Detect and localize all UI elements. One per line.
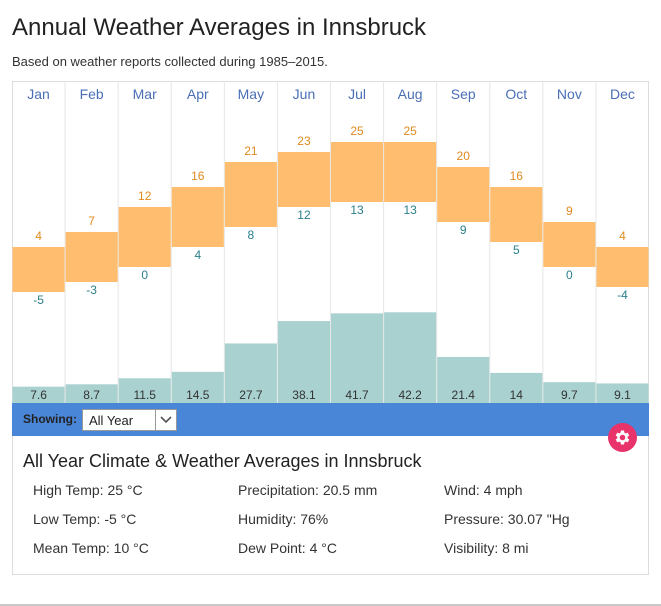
high-temp-label: 21 (244, 144, 258, 158)
precip-bar (224, 343, 277, 403)
low-temp-label: -4 (617, 288, 628, 302)
precip-label: 8.7 (83, 388, 100, 402)
temp-range-bar (224, 162, 277, 227)
stat-mean-temp: Mean Temp: 10 °C (33, 540, 149, 556)
month-label: Sep (451, 86, 476, 102)
month-label: Aug (398, 86, 423, 102)
period-select-value: All Year (89, 413, 134, 428)
precip-bar (65, 384, 118, 403)
details-title: All Year Climate & Weather Averages in I… (23, 451, 422, 471)
precip-bar (596, 383, 649, 403)
high-temp-label: 4 (619, 229, 626, 243)
temp-range-bar (384, 142, 437, 202)
temp-range-bar (65, 232, 118, 282)
low-temp-label: 13 (350, 203, 364, 217)
precip-bar (12, 386, 65, 403)
precip-bar (543, 382, 596, 403)
high-temp-label: 7 (88, 214, 95, 228)
low-temp-label: 12 (297, 208, 311, 222)
month-label: Oct (505, 86, 527, 102)
month-label: Jan (27, 86, 50, 102)
gear-icon[interactable] (608, 423, 637, 452)
precip-label: 42.2 (398, 388, 422, 402)
stat-humidity: Humidity: 76% (238, 511, 329, 527)
precip-label: 14.5 (186, 388, 210, 402)
bottom-divider (0, 604, 661, 606)
precip-label: 7.6 (30, 388, 47, 402)
stat-wind: Wind: 4 mph (444, 482, 523, 498)
temp-range-bar (12, 247, 65, 292)
low-temp-label: 0 (566, 268, 573, 282)
high-temp-label: 12 (138, 189, 152, 203)
stat-pressure: Pressure: 30.07 "Hg (444, 511, 570, 527)
high-temp-label: 9 (566, 204, 573, 218)
precip-bar (490, 372, 543, 403)
period-select[interactable]: All Year (82, 409, 177, 431)
temp-range-bar (171, 187, 224, 247)
high-temp-label: 23 (297, 134, 311, 148)
stat-dew-point: Dew Point: 4 °C (238, 540, 337, 556)
precip-label: 9.7 (561, 388, 578, 402)
high-temp-label: 25 (403, 124, 417, 138)
precip-label: 38.1 (292, 388, 316, 402)
stat-high-temp: High Temp: 25 °C (33, 482, 143, 498)
low-temp-label: 4 (194, 248, 201, 262)
precip-label: 9.1 (614, 388, 631, 402)
month-label: Jun (293, 86, 316, 102)
precip-bar (171, 371, 224, 403)
high-temp-label: 4 (35, 229, 42, 243)
precip-label: 14 (510, 388, 524, 402)
low-temp-label: -3 (86, 283, 97, 297)
month-label: Apr (187, 86, 209, 102)
precip-bar (384, 312, 437, 403)
precip-label: 27.7 (239, 388, 263, 402)
precip-label: 21.4 (452, 388, 476, 402)
precip-bar (437, 356, 490, 403)
month-label: Feb (80, 86, 104, 102)
temp-range-bar (277, 152, 330, 207)
low-temp-label: 8 (248, 228, 255, 242)
filter-bar: Showing: All Year (12, 403, 649, 436)
showing-label: Showing: (23, 412, 77, 426)
high-temp-label: 16 (510, 169, 524, 183)
chevron-down-icon[interactable] (155, 410, 176, 430)
weather-chart: Jan 4 -5 7.6 Feb 7 -3 8.7 Mar 12 0 11.5 Apr 16 4 14.5 Ma… (12, 81, 649, 403)
low-temp-label: -5 (33, 293, 44, 307)
temp-range-bar (331, 142, 384, 202)
page-title: Annual Weather Averages in Innsbruck (12, 14, 427, 41)
stat-low-temp: Low Temp: -5 °C (33, 511, 137, 527)
precip-bar (331, 313, 384, 403)
month-label: Nov (557, 86, 582, 102)
precip-bar (277, 321, 330, 403)
low-temp-label: 5 (513, 243, 520, 257)
high-temp-label: 25 (350, 124, 364, 138)
month-label: Jul (348, 86, 366, 102)
stat-precipitation: Precipitation: 20.5 mm (238, 482, 378, 498)
stat-visibility: Visibility: 8 mi (444, 540, 529, 556)
high-temp-label: 20 (457, 149, 471, 163)
precip-label: 41.7 (345, 388, 369, 402)
month-label: May (238, 86, 264, 102)
low-temp-label: 9 (460, 223, 467, 237)
temp-range-bar (118, 207, 171, 267)
month-label: Mar (133, 86, 157, 102)
low-temp-label: 13 (403, 203, 417, 217)
precip-label: 11.5 (133, 388, 156, 402)
temp-range-bar (543, 222, 596, 267)
precip-bar (118, 378, 171, 403)
high-temp-label: 16 (191, 169, 205, 183)
month-label: Dec (610, 86, 635, 102)
temp-range-bar (490, 187, 543, 242)
temp-range-bar (596, 247, 649, 287)
low-temp-label: 0 (141, 268, 148, 282)
temp-range-bar (437, 167, 490, 222)
page-subtitle: Based on weather reports collected durin… (12, 54, 328, 69)
